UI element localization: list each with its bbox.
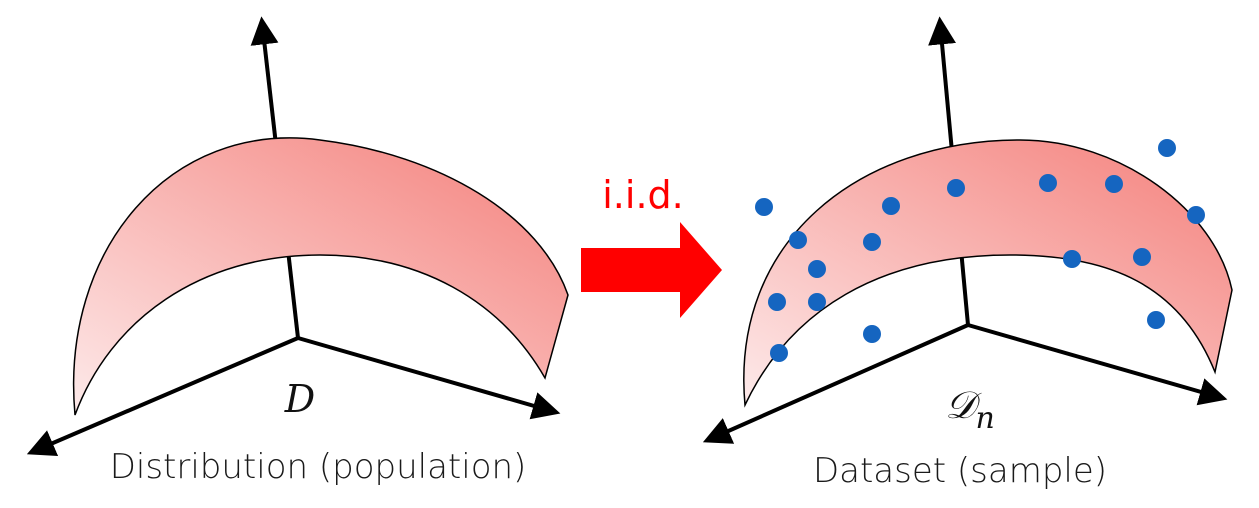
right-symbol-subscript: n bbox=[976, 401, 995, 436]
sample-point bbox=[863, 325, 881, 343]
sample-point bbox=[808, 260, 826, 278]
left-symbol: D bbox=[284, 377, 315, 421]
sample-point bbox=[808, 293, 826, 311]
sample-point bbox=[789, 231, 807, 249]
right-y-axis bbox=[967, 323, 1228, 406]
sample-point bbox=[1063, 250, 1081, 268]
right-caption: Dataset (sample) bbox=[813, 451, 1107, 491]
sample-point bbox=[882, 197, 900, 215]
sample-point bbox=[770, 344, 788, 362]
sample-points bbox=[755, 139, 1205, 362]
right-panel: 𝒟n Dataset (sample) bbox=[702, 16, 1233, 491]
red-arrow-icon bbox=[581, 222, 722, 318]
sample-point bbox=[1133, 248, 1151, 266]
iid-label: i.i.d. bbox=[602, 173, 683, 217]
sample-point bbox=[1039, 174, 1057, 192]
sample-point bbox=[863, 233, 881, 251]
sample-point bbox=[755, 198, 773, 216]
right-surface bbox=[743, 139, 1233, 408]
left-y-axis bbox=[297, 336, 561, 420]
sample-point bbox=[1147, 311, 1165, 329]
left-surface bbox=[72, 137, 569, 416]
left-x-axis bbox=[26, 336, 299, 457]
right-symbol: 𝒟n bbox=[945, 383, 995, 436]
sample-point bbox=[947, 179, 965, 197]
sample-point bbox=[1187, 206, 1205, 224]
sample-point bbox=[1158, 139, 1176, 157]
iid-arrow: i.i.d. bbox=[581, 173, 722, 318]
right-x-axis bbox=[702, 323, 969, 444]
sample-point bbox=[768, 293, 786, 311]
left-panel: D Distribution (population) bbox=[26, 16, 569, 487]
left-caption: Distribution (population) bbox=[110, 447, 527, 487]
sample-point bbox=[1105, 175, 1123, 193]
